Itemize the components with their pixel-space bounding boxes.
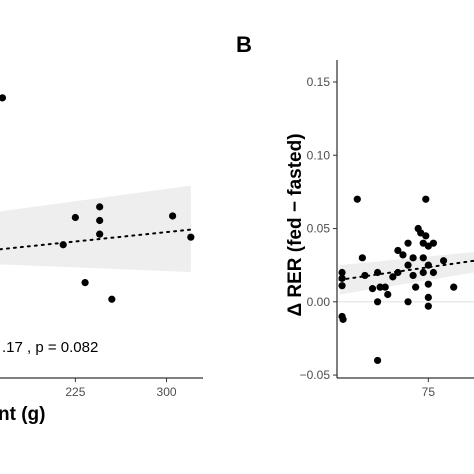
b-ci-band <box>339 251 474 295</box>
b-point-6 <box>358 254 366 262</box>
b-point-40 <box>450 283 458 291</box>
left-x-tick-label-0: 225 <box>65 385 85 399</box>
b-point-31 <box>422 232 430 240</box>
b-point-39 <box>439 257 448 265</box>
b-point-5 <box>353 195 361 203</box>
left-point-1 <box>59 241 67 249</box>
left-x-tick-label-1: 300 <box>157 385 177 399</box>
b-y-tick-label-0: −0.05 <box>300 368 331 382</box>
left-point-5 <box>96 230 104 238</box>
left-ci-band <box>0 185 191 272</box>
b-point-23 <box>409 271 417 280</box>
panel-b: B −0.05 0.00 0.05 0.10 0.15 75 Δ RER (fed − … <box>236 32 474 399</box>
b-x-ticks: 75 <box>422 378 436 399</box>
left-stat-annotation: .17 , p = 0.082 <box>2 339 98 356</box>
left-x-axis-title: nt (g) <box>0 404 45 425</box>
b-point-14 <box>384 290 392 299</box>
b-y-ticks: −0.05 0.00 0.05 0.10 0.15 <box>300 75 337 382</box>
left-point-2 <box>71 213 79 222</box>
b-point-33 <box>424 261 432 269</box>
b-point-22 <box>409 254 417 262</box>
b-points <box>338 195 458 365</box>
b-point-9 <box>373 268 382 277</box>
panel-left: 225 300 .17 , p = 0.082 nt (g) <box>0 94 203 425</box>
b-y-tick-label-2: 0.05 <box>307 222 331 236</box>
left-point-8 <box>169 212 177 220</box>
b-point-38 <box>429 268 438 277</box>
b-point-30 <box>422 195 430 203</box>
b-point-10 <box>376 283 384 291</box>
left-point-9 <box>187 233 195 241</box>
b-point-36 <box>424 302 432 310</box>
b-point-13 <box>381 283 389 291</box>
b-point-7 <box>361 271 369 280</box>
b-point-28 <box>419 254 427 262</box>
b-point-4 <box>339 315 347 323</box>
left-point-6 <box>81 279 89 287</box>
b-point-11 <box>373 298 382 306</box>
b-point-1 <box>338 274 346 282</box>
left-point-4 <box>96 216 104 225</box>
b-point-20 <box>404 261 412 269</box>
panel-letter-b: B <box>236 32 252 57</box>
b-x-tick-label-0: 75 <box>422 385 436 399</box>
b-point-18 <box>399 251 407 259</box>
b-y-axis-title: Δ RER (fed − fasted) <box>285 133 306 316</box>
b-y-tick-label-1: 0.00 <box>307 295 331 309</box>
b-point-34 <box>424 280 432 288</box>
left-point-3 <box>96 203 104 211</box>
b-point-24 <box>412 283 420 291</box>
b-point-8 <box>368 285 377 293</box>
b-point-37 <box>429 239 438 247</box>
left-point-0 <box>0 94 7 102</box>
b-point-17 <box>394 268 402 277</box>
b-point-0 <box>338 268 346 277</box>
b-point-2 <box>338 282 346 290</box>
b-point-16 <box>394 246 402 255</box>
b-point-15 <box>389 273 397 281</box>
b-y-tick-label-4: 0.15 <box>307 75 331 89</box>
left-points <box>0 94 195 303</box>
b-point-12 <box>373 356 382 365</box>
left-x-ticks: 225 300 <box>65 378 177 399</box>
b-point-21 <box>404 298 412 306</box>
b-y-tick-label-3: 0.10 <box>307 148 331 162</box>
b-point-29 <box>419 268 427 277</box>
b-point-35 <box>424 293 432 302</box>
left-point-7 <box>108 295 116 303</box>
b-point-19 <box>404 239 412 247</box>
